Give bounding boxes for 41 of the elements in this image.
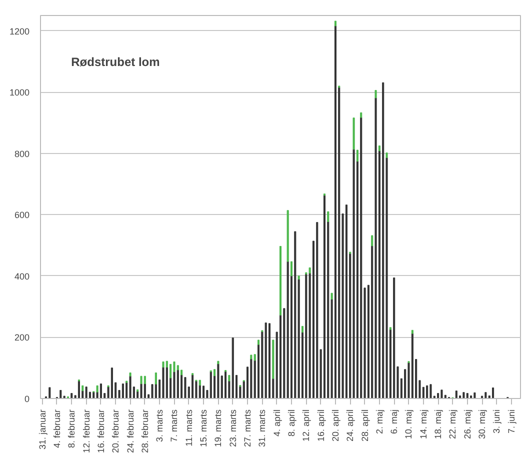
x-tick-label: 8. februar xyxy=(66,409,77,448)
y-tick-label: 400 xyxy=(14,271,30,282)
x-tick-label: 28. februar xyxy=(140,409,150,454)
y-tick-label: 200 xyxy=(14,332,30,343)
x-tick-label: 20. februar xyxy=(110,409,121,454)
x-tick-label: 8. april xyxy=(286,410,296,437)
x-tick-label: 16. april xyxy=(316,409,326,442)
x-tick-label: 16. februar xyxy=(96,409,106,454)
x-tick-label: 14. maj xyxy=(418,410,428,440)
x-tick-label: 12. februar xyxy=(81,409,92,454)
x-tick-label: 10. maj xyxy=(404,410,414,440)
x-tick-label: 7. marts xyxy=(169,409,180,442)
x-tick-label: 4. april xyxy=(272,410,282,437)
x-tick-label: 2. maj xyxy=(374,409,384,434)
x-tick-label: 15. marts xyxy=(198,409,209,448)
x-tick-label: 24. februar xyxy=(125,409,136,454)
x-tick-label: 27. marts xyxy=(242,409,253,448)
y-tick-label: 1200 xyxy=(9,26,30,36)
x-tick-label: 22. maj xyxy=(448,410,458,440)
x-tick-label: 30. maj xyxy=(477,410,488,440)
x-tick-label: 12. april xyxy=(301,409,312,442)
y-tick-label: 1000 xyxy=(9,88,30,98)
x-tick-label: 3. juni xyxy=(492,409,502,434)
x-tick-label: 7. juni xyxy=(506,409,516,434)
x-tick-label: 28. april xyxy=(360,409,370,442)
x-tick-label: 4. februar xyxy=(52,409,62,448)
y-tick-label: 0 xyxy=(24,394,30,404)
x-tick-label: 23. marts xyxy=(228,409,238,448)
x-tick-label: 31. marts xyxy=(257,409,268,448)
text: Rødstrubet lom xyxy=(71,55,160,70)
x-tick-label: 18. maj xyxy=(433,410,444,440)
x-tick-label: 24. april xyxy=(345,409,356,442)
x-tick-label: 26. maj xyxy=(462,410,472,440)
x-tick-label: 19. marts xyxy=(213,409,224,448)
y-tick-label: 800 xyxy=(14,148,30,159)
y-tick-label: 600 xyxy=(14,210,30,220)
x-tick-label: 3. marts xyxy=(154,409,165,442)
x-tick-label: 11. marts xyxy=(184,409,194,446)
x-tick-label: 31. januar xyxy=(37,409,48,450)
x-tick-label: 6. maj xyxy=(389,409,400,434)
x-tick-label: 20. april xyxy=(330,409,340,442)
